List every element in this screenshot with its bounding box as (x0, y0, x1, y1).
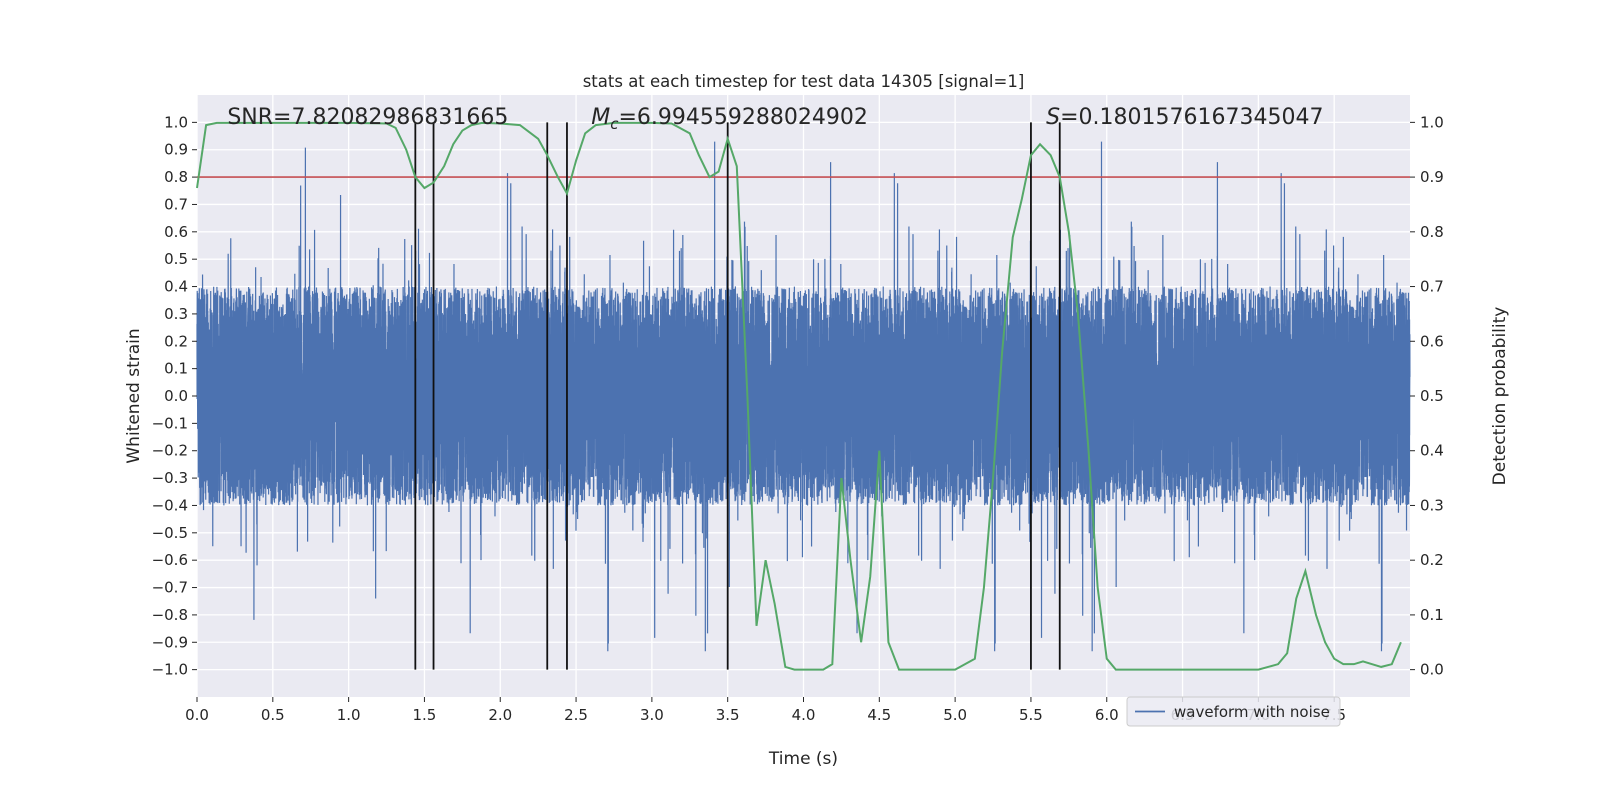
y2-tick-label: 0.7 (1420, 278, 1444, 296)
s-annotation: S=0.1801576167345047 (1046, 105, 1323, 130)
y2-tick-label: 0.9 (1420, 168, 1444, 186)
y2-axis-label: Detection probability (1490, 307, 1510, 486)
y-tick-label: 0.0 (164, 387, 188, 405)
y-tick-label: −1.0 (152, 661, 188, 679)
chart-title: stats at each timestep for test data 143… (583, 72, 1025, 91)
y2-tick-label: 0.4 (1420, 442, 1444, 460)
x-tick-label: 2.5 (564, 706, 588, 724)
y-tick-label: 0.3 (164, 305, 188, 323)
x-tick-label: 5.0 (943, 706, 967, 724)
x-axis-label: Time (s) (768, 749, 838, 769)
y-tick-label: −0.9 (152, 633, 188, 651)
s-value: =0.1801576167345047 (1060, 105, 1323, 130)
y-tick-label: 0.7 (164, 195, 188, 213)
y-tick-label: −0.6 (152, 551, 188, 569)
y2-tick-label: 0.8 (1420, 223, 1444, 241)
y2-tick-label: 0.3 (1420, 496, 1444, 514)
y-tick-label: −0.4 (152, 496, 188, 514)
plot-area (196, 95, 1411, 697)
x-tick-label: 1.5 (413, 706, 437, 724)
s-symbol: S (1046, 105, 1060, 130)
mc-value: =6.994559288024902 (618, 105, 867, 130)
chirp-mass-annotation: Mc=6.994559288024902 (591, 105, 868, 133)
y-tick-label: 0.1 (164, 360, 188, 378)
y-tick-label: −0.8 (152, 606, 188, 624)
y2-tick-label: 0.2 (1420, 551, 1444, 569)
y2-tick-label: 0.5 (1420, 387, 1444, 405)
y-tick-label: 1.0 (164, 113, 188, 131)
x-tick-label: 5.5 (1019, 706, 1043, 724)
y-tick-label: 0.6 (164, 223, 188, 241)
x-tick-label: 3.0 (640, 706, 664, 724)
y2-tick-label: 0.1 (1420, 606, 1444, 624)
mc-symbol: M (591, 105, 610, 130)
y-tick-label: 0.9 (164, 141, 188, 159)
x-tick-label: 0.5 (261, 706, 285, 724)
x-tick-label: 4.5 (867, 706, 891, 724)
y-axis-label: Whitened strain (124, 328, 144, 463)
x-tick-label: 6.0 (1095, 706, 1119, 724)
y2-tick-label: 0.6 (1420, 332, 1444, 350)
y-tick-label: 0.4 (164, 278, 188, 296)
x-tick-label: 3.5 (716, 706, 740, 724)
detection-probability-line (196, 121, 1402, 671)
x-tick-label: 2.0 (488, 706, 512, 724)
y-tick-label: −0.7 (152, 579, 188, 597)
snr-annotation: SNR=7.82082986831665 (227, 105, 508, 130)
y-tick-label: −0.5 (152, 524, 188, 542)
y-tick-label: 0.2 (164, 332, 188, 350)
y-tick-label: 0.8 (164, 168, 188, 186)
legend-box (1126, 696, 1341, 727)
y-tick-label: −0.3 (152, 469, 188, 487)
x-tick-label: 4.0 (792, 706, 816, 724)
y-tick-label: 0.5 (164, 250, 188, 268)
y2-tick-label: 1.0 (1420, 113, 1444, 131)
legend: waveform with noise (1126, 696, 1341, 727)
x-tick-label: 1.0 (337, 706, 361, 724)
x-tick-label: 0.0 (185, 706, 209, 724)
y-tick-label: −0.1 (152, 414, 188, 432)
waveform-line (196, 141, 1411, 652)
y-tick-label: −0.2 (152, 442, 188, 460)
legend-entry-waveform: waveform with noise (1174, 703, 1330, 721)
y2-tick-label: 0.0 (1420, 661, 1444, 679)
mc-subscript: c (610, 115, 619, 133)
